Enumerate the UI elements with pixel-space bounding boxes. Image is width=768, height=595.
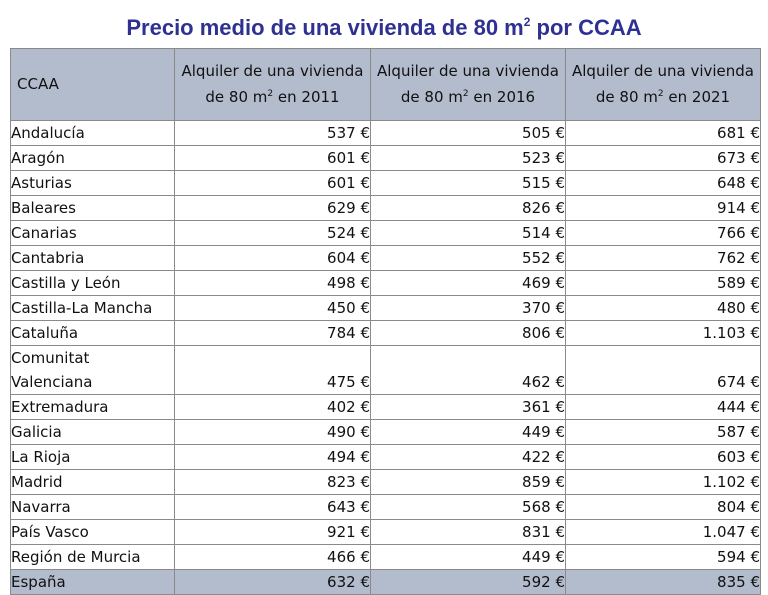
table-row: Canarias 524 €514 €766 € [10,220,761,246]
rent-2011-cell: 475 € [174,345,371,395]
table-row: Madrid 823 €859 €1.102 € [10,469,761,495]
ccaa-cell: Castilla-La Mancha [10,295,175,321]
table-body: Andalucía 537 €505 €681 € Aragón 601 €523 €… [10,120,761,595]
rent-2021-cell: 674 € [565,345,761,395]
header-ccaa: CCAA [10,48,175,121]
rent-2011-cell: 537 € [174,120,371,146]
table-row: Comunitat Valenciana 475 €462 €674 € [10,345,761,395]
rent-2021-cell: 673 € [565,145,761,171]
table-row: Cataluña 784 €806 €1.103 € [10,320,761,346]
title-rest: por CCAA [530,15,642,40]
rent-2021-cell: 648 € [565,170,761,196]
ccaa-cell: País Vasco [10,519,175,545]
ccaa-cell: Comunitat Valenciana [10,345,175,395]
ccaa-cell: Cataluña [10,320,175,346]
ccaa-cell: Baleares [10,195,175,221]
rent-2021-cell: 594 € [565,544,761,570]
rent-2016-cell: 514 € [370,220,566,246]
ccaa-cell: Extremadura [10,394,175,420]
rent-2011-cell: 490 € [174,419,371,445]
rent-2016-cell: 449 € [370,419,566,445]
table-row: Región de Murcia 466 €449 €594 € [10,544,761,570]
table-row: Navarra 643 €568 €804 € [10,494,761,520]
rent-2016-cell: 462 € [370,345,566,395]
rent-2021-cell: 914 € [565,195,761,221]
ccaa-cell: Cantabria [10,245,175,271]
rent-2016-cell: 422 € [370,444,566,470]
rent-2021-cell: 804 € [565,494,761,520]
ccaa-cell: Canarias [10,220,175,246]
table-row: La Rioja 494 €422 €603 € [10,444,761,470]
rent-2011-cell: 784 € [174,320,371,346]
ccaa-cell: Madrid [10,469,175,495]
rent-2011-cell: 498 € [174,270,371,296]
rent-2011-cell: 601 € [174,170,371,196]
title-main: Precio medio de una vivienda de 80 m [126,15,524,40]
rent-2011-cell: 466 € [174,544,371,570]
rent-table: CCAA Alquiler de una vivienda de 80 m2 e… [10,48,761,595]
table-row: Castilla-La Mancha 450 €370 €480 € [10,295,761,321]
ccaa-cell: Asturias [10,170,175,196]
rent-2011-cell: 604 € [174,245,371,271]
table-row: Andalucía 537 €505 €681 € [10,120,761,146]
rent-2011-cell: 643 € [174,494,371,520]
rent-2021-cell: 587 € [565,419,761,445]
rent-2011-cell: 629 € [174,195,371,221]
rent-2011-cell: 823 € [174,469,371,495]
ccaa-cell: Región de Murcia [10,544,175,570]
page-title: Precio medio de una vivienda de 80 m2 po… [0,6,768,44]
rent-2016-cell: 523 € [370,145,566,171]
ccaa-cell: La Rioja [10,444,175,470]
table-row: Extremadura 402 €361 €444 € [10,394,761,420]
rent-2011-cell: 601 € [174,145,371,171]
table-row: Castilla y León 498 €469 €589 € [10,270,761,296]
rent-2016-cell: 361 € [370,394,566,420]
rent-2021-cell: 766 € [565,220,761,246]
ccaa-cell: Andalucía [10,120,175,146]
table-row: País Vasco 921 €831 €1.047 € [10,519,761,545]
table-row: Baleares 629 €826 €914 € [10,195,761,221]
rent-2011-cell: 402 € [174,394,371,420]
table-row: Asturias 601 €515 €648 € [10,170,761,196]
rent-2021-cell: 681 € [565,120,761,146]
ccaa-cell: Galicia [10,419,175,445]
table-row: Cantabria 604 €552 €762 € [10,245,761,271]
rent-2021-cell: 444 € [565,394,761,420]
table-row: Galicia 490 €449 €587 € [10,419,761,445]
ccaa-cell: Navarra [10,494,175,520]
title-superscript: 2 [523,15,531,29]
rent-2016-cell: 370 € [370,295,566,321]
rent-2016-cell: 831 € [370,519,566,545]
rent-2016-cell: 515 € [370,170,566,196]
rent-2016-cell: 469 € [370,270,566,296]
rent-2021-cell: 480 € [565,295,761,321]
rent-2011-cell: 494 € [174,444,371,470]
rent-2016-cell: 568 € [370,494,566,520]
rent-2016-cell: 552 € [370,245,566,271]
rent-2021-cell: 1.102 € [565,469,761,495]
ccaa-cell: Aragón [10,145,175,171]
rent-2016-cell: 449 € [370,544,566,570]
rent-2016-cell: 806 € [370,320,566,346]
rent-2016-cell: 505 € [370,120,566,146]
ccaa-cell: Castilla y León [10,270,175,296]
rent-2021-cell: 1.103 € [565,320,761,346]
rent-2021-cell: 762 € [565,245,761,271]
rent-2011-cell: 524 € [174,220,371,246]
header-2011: Alquiler de una vivienda de 80 m2 en 201… [174,48,371,121]
header-row: CCAA Alquiler de una vivienda de 80 m2 e… [10,48,761,121]
header-2016: Alquiler de una vivienda de 80 m2 en 201… [370,48,566,121]
header-2021: Alquiler de una vivienda de 80 m2 en 202… [565,48,761,121]
rent-2011-cell: 921 € [174,519,371,545]
table-row: Aragón 601 €523 €673 € [10,145,761,171]
rent-2021-cell: 1.047 € [565,519,761,545]
rent-2016-cell: 859 € [370,469,566,495]
rent-2021-cell: 589 € [565,270,761,296]
rent-2011-cell: 450 € [174,295,371,321]
rent-2016-cell: 826 € [370,195,566,221]
rent-2021-cell: 603 € [565,444,761,470]
